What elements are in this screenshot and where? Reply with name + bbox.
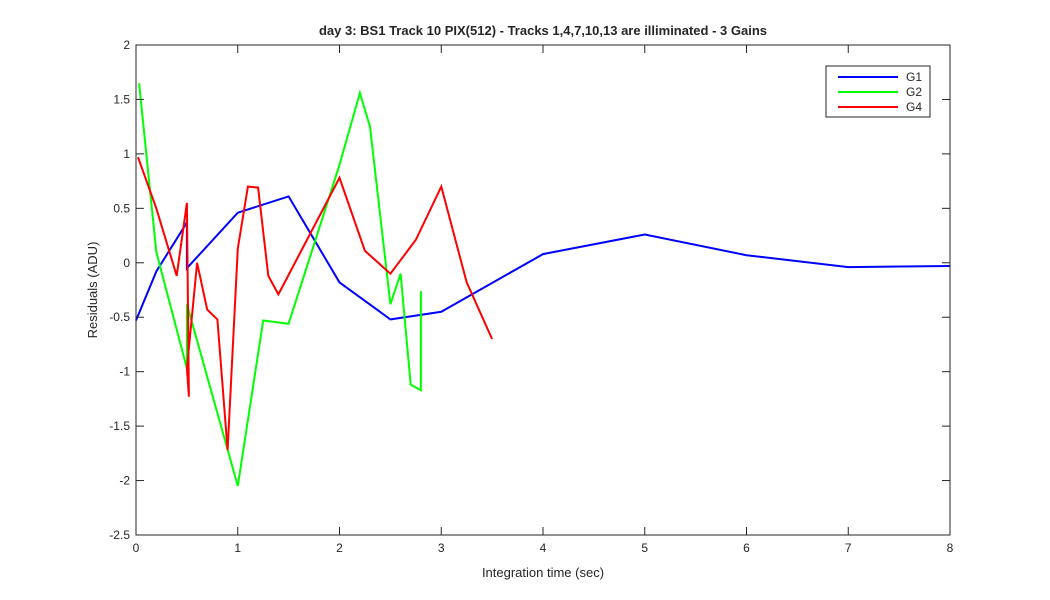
y-tick-label: -1.5 [109,419,130,433]
series-layer [135,82,951,487]
tick-layer: 0 1 2 3 4 5 6 7 8 -2.5 -2 -1.5 -1 -0.5 0 0.5 1 1.5 2 [109,38,953,555]
y-tick-label: -0.5 [109,310,130,324]
legend-label-g1: G1 [906,70,922,84]
legend-label-g2: G2 [906,85,922,99]
y-tick-label: -2.5 [109,528,130,542]
x-tick-label: 2 [336,541,343,555]
y-tick-label: 2 [123,38,130,52]
y-tick-label: 0 [123,256,130,270]
x-tick-label: 4 [540,541,547,555]
x-tick-label: 1 [234,541,241,555]
x-tick-label: 6 [743,541,750,555]
x-axis-label: Integration time (sec) [482,565,604,580]
y-tick-label: -1 [119,365,130,379]
legend-label-g4: G4 [906,100,922,114]
y-tick-label: 1 [123,147,130,161]
series-line-g2 [138,82,422,487]
series-line-g4 [137,156,494,451]
chart-title: day 3: BS1 Track 10 PIX(512) - Tracks 1,… [319,23,767,38]
x-tick-label: 0 [133,541,140,555]
x-tick-label: 3 [438,541,445,555]
x-tick-label: 7 [845,541,852,555]
y-tick-label: 0.5 [113,201,130,215]
axes-background [136,45,950,535]
y-axis-label: Residuals (ADU) [85,242,100,339]
x-tick-label: 8 [947,541,954,555]
y-tick-label: -2 [119,474,130,488]
y-tick-label: 1.5 [113,92,130,106]
x-tick-label: 5 [641,541,648,555]
